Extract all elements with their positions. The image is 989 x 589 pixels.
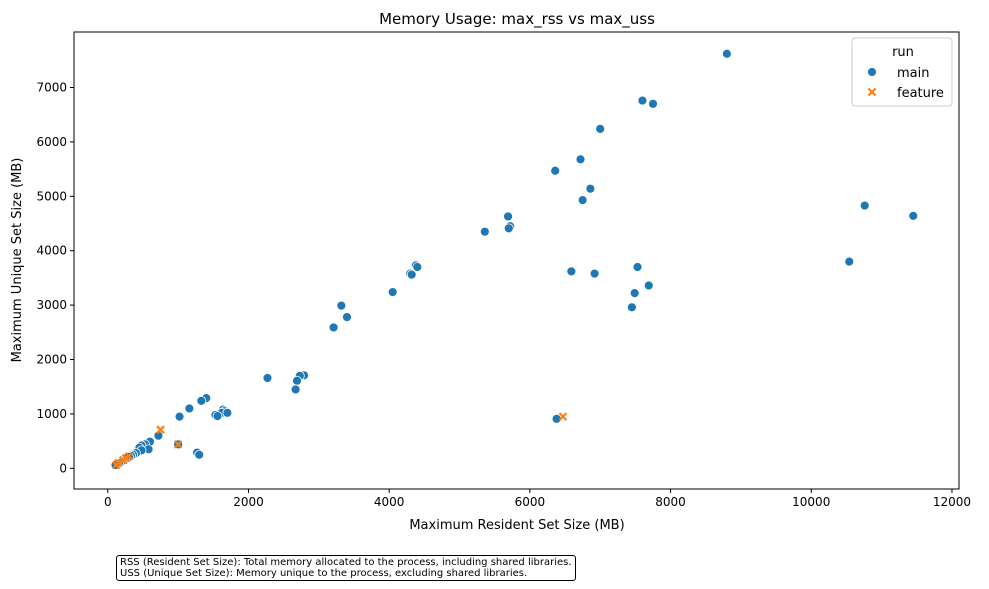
series-feature bbox=[111, 412, 568, 470]
data-point-main bbox=[406, 269, 417, 280]
x-tick-label: 6000 bbox=[515, 495, 546, 509]
data-point-feature bbox=[173, 440, 183, 449]
definitions-note: RSS (Resident Set Size): Total memory al… bbox=[116, 555, 576, 581]
data-point-main bbox=[595, 123, 606, 134]
data-point-main bbox=[629, 288, 640, 299]
legend-main-label: main bbox=[897, 66, 929, 81]
data-point-main bbox=[648, 98, 658, 109]
x-tick-label: 2000 bbox=[233, 495, 264, 509]
legend-main-marker bbox=[867, 67, 877, 77]
data-point-main bbox=[503, 223, 514, 234]
data-point-main bbox=[550, 165, 561, 176]
data-point-main bbox=[290, 384, 301, 395]
uss-definition: USS (Unique Set Size): Memory unique to … bbox=[120, 568, 528, 579]
y-tick-label: 3000 bbox=[36, 298, 67, 312]
y-axis-label: Maximum Unique Set Size (MB) bbox=[10, 158, 25, 363]
data-point-main bbox=[908, 210, 919, 221]
data-point-main bbox=[336, 300, 347, 311]
y-tick-label: 7000 bbox=[36, 80, 67, 94]
legend-frame bbox=[851, 37, 953, 107]
data-point-main bbox=[194, 449, 205, 460]
data-point-feature bbox=[156, 425, 165, 434]
x-tick-label: 8000 bbox=[655, 495, 686, 509]
data-point-main bbox=[292, 375, 302, 386]
data-point-feature bbox=[558, 412, 568, 421]
data-point-main bbox=[632, 262, 643, 272]
data-point-main bbox=[328, 322, 339, 333]
data-point-main bbox=[589, 268, 600, 279]
data-point-main bbox=[503, 211, 513, 222]
data-point-main bbox=[626, 302, 637, 313]
x-tick-label: 0 bbox=[104, 495, 112, 509]
y-tick-label: 1000 bbox=[36, 407, 67, 421]
rss-definition: RSS (Resident Set Size): Total memory al… bbox=[120, 557, 572, 568]
data-point-main bbox=[577, 195, 588, 206]
data-point-main bbox=[412, 262, 423, 272]
x-tick-label: 4000 bbox=[374, 495, 405, 509]
y-tick-label: 4000 bbox=[36, 244, 67, 258]
data-point-main bbox=[212, 411, 223, 421]
data-point-main bbox=[222, 407, 233, 418]
y-tick-label: 6000 bbox=[36, 135, 67, 149]
legend-feature-label: feature bbox=[897, 86, 944, 101]
legend-feature-marker bbox=[867, 87, 877, 97]
x-tick-label: 12000 bbox=[933, 495, 971, 509]
chart-title: Memory Usage: max_rss vs max_uss bbox=[379, 10, 655, 29]
data-point-feature bbox=[111, 460, 121, 470]
data-point-main bbox=[575, 154, 586, 165]
data-point-main bbox=[566, 266, 577, 277]
data-point-main bbox=[721, 48, 732, 59]
y-tick-label: 5000 bbox=[36, 189, 67, 203]
data-point-main bbox=[196, 395, 207, 406]
y-tick-label: 0 bbox=[59, 461, 67, 475]
data-point-main bbox=[637, 95, 648, 106]
data-point-main bbox=[859, 200, 870, 211]
data-point-main bbox=[585, 183, 596, 194]
data-point-main bbox=[643, 280, 654, 291]
data-point-main bbox=[479, 226, 490, 237]
data-point-main bbox=[844, 256, 855, 267]
series-main bbox=[110, 48, 919, 470]
y-tick-label: 2000 bbox=[36, 353, 67, 367]
data-point-main bbox=[262, 373, 273, 383]
data-point-main bbox=[174, 411, 185, 422]
data-point-main bbox=[342, 312, 352, 322]
plot-area bbox=[73, 31, 960, 490]
data-point-main bbox=[184, 403, 195, 414]
data-point-feature bbox=[118, 455, 128, 465]
data-point-main bbox=[387, 287, 398, 297]
x-axis-label: Maximum Resident Set Size (MB) bbox=[409, 518, 624, 533]
legend: run main feature bbox=[851, 37, 953, 107]
x-tick-label: 10000 bbox=[792, 495, 830, 509]
legend-title: run bbox=[892, 45, 914, 60]
